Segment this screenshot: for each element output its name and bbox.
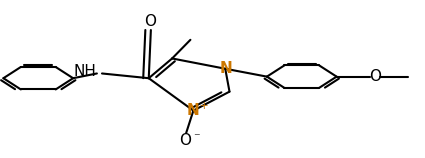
Text: O: O [179, 134, 191, 148]
Text: O: O [369, 69, 381, 84]
Text: ⁻: ⁻ [193, 131, 200, 144]
Text: O: O [144, 14, 156, 29]
Text: N: N [186, 103, 199, 118]
Text: +: + [200, 101, 209, 111]
Text: NH: NH [74, 64, 96, 79]
Text: N: N [220, 61, 232, 76]
